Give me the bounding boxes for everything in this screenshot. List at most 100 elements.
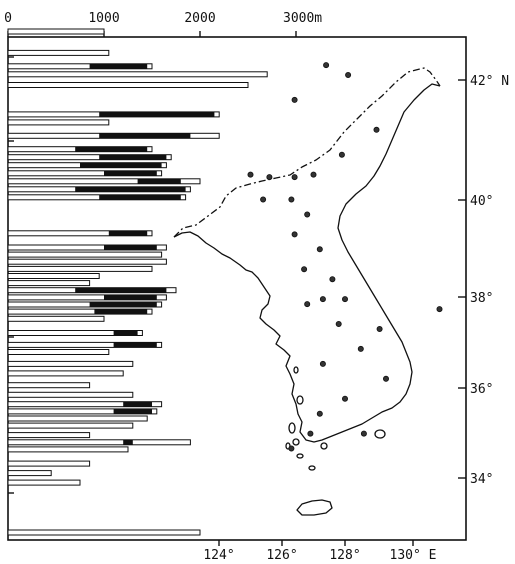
longitude-tick-128: 128°	[329, 540, 361, 563]
peninsula-coastline	[173, 83, 441, 443]
elevation-bar	[7, 330, 143, 336]
island	[320, 442, 328, 450]
korea-map	[173, 67, 441, 516]
station-dot	[310, 171, 317, 178]
station-dot	[291, 96, 298, 103]
station-dot	[373, 126, 380, 133]
elevation-bar	[7, 382, 91, 389]
elevation-bar	[7, 265, 153, 272]
island	[292, 438, 300, 446]
elevation-bar	[7, 401, 163, 408]
elevation-bar	[7, 280, 91, 287]
elevation-bar	[7, 308, 153, 315]
elevation-bar-dark-segment	[113, 408, 152, 414]
longitude-label: 128°	[329, 548, 360, 563]
elevation-bar	[7, 230, 153, 237]
elevation-bar	[7, 170, 163, 177]
elevation-bar-dark-segment	[75, 287, 167, 293]
station-dot	[319, 360, 326, 367]
station-dot	[304, 301, 311, 308]
elevation-bar	[7, 341, 163, 348]
station-markers	[247, 62, 443, 452]
station-dot	[335, 320, 342, 327]
elevation-tick-label: 0	[4, 11, 12, 26]
station-dot	[376, 325, 383, 332]
longitude-tick-130: 130° E	[390, 540, 436, 563]
elevation-tick-label: 2000	[184, 11, 215, 26]
station-dot	[329, 276, 336, 283]
elevation-bar-dark-segment	[123, 401, 152, 407]
latitude-tick-42: 42° N	[458, 74, 509, 89]
elevation-bar	[7, 258, 167, 265]
station-dot	[301, 266, 308, 273]
station-dot	[341, 296, 348, 303]
station-dot	[338, 151, 345, 158]
elevation-bar-dark-segment	[89, 302, 157, 307]
elevation-bar	[7, 349, 110, 355]
latitude-tick-40: 40°	[458, 194, 493, 209]
elevation-bar-dark-segment	[99, 133, 191, 139]
elevation-bar	[7, 315, 105, 322]
elevation-tick-3000: 3000m	[283, 11, 322, 37]
longitude-tick-126: 126°	[266, 540, 298, 563]
elevation-bar-dark-segment	[108, 230, 148, 236]
elevation-bar-dark-segment	[113, 342, 157, 348]
latitude-tick-34: 34°	[458, 472, 493, 487]
elevation-bar-dark-segment	[113, 330, 138, 336]
elevation-bar	[7, 194, 187, 201]
station-dot	[288, 445, 295, 452]
station-dot	[247, 171, 254, 178]
station-dot	[316, 410, 323, 417]
elevation-bar	[7, 154, 172, 161]
longitude-axis: 124° 126° 128° 130° E	[203, 540, 436, 563]
elevation-tick-label: 1000	[88, 11, 119, 26]
elevation-bar	[7, 529, 201, 536]
longitude-label: 126°	[266, 548, 297, 563]
elevation-bar	[7, 370, 124, 377]
elevation-bar	[7, 446, 129, 453]
latitude-label: 42° N	[470, 74, 509, 89]
elevation-bar	[7, 49, 110, 56]
elevation-bar-dark-segment	[137, 178, 181, 184]
station-dot	[260, 196, 267, 203]
elevation-bar	[7, 82, 249, 88]
station-dot	[288, 196, 295, 203]
elevation-bar-dark-segment	[75, 146, 148, 152]
latitude-label: 34°	[470, 472, 493, 487]
station-dot	[357, 345, 364, 352]
station-dot	[307, 430, 314, 437]
elevation-bar	[7, 422, 134, 429]
elevation-bar-dark-segment	[123, 439, 133, 445]
elevation-bar	[7, 71, 268, 78]
elevation-bar	[7, 360, 134, 367]
elevation-bar	[7, 415, 148, 422]
jeju-island	[296, 499, 333, 516]
elevation-bar-dark-segment	[94, 309, 148, 315]
island	[374, 429, 386, 439]
elevation-bar	[7, 273, 100, 279]
elevation-bar-dark-segment	[80, 162, 162, 168]
elevation-bar	[7, 244, 167, 251]
station-dot	[316, 246, 323, 253]
island	[288, 422, 296, 434]
longitude-tick-124: 124°	[203, 540, 235, 563]
elevation-bar	[7, 391, 134, 398]
elevation-bar-dark-segment	[104, 294, 157, 300]
elevation-bar	[7, 479, 81, 486]
elevation-bar	[7, 439, 191, 446]
station-dot	[323, 62, 330, 69]
latitude-label: 40°	[470, 194, 493, 209]
island	[293, 366, 299, 374]
elevation-tick-2000: 2000	[184, 11, 216, 37]
latitude-tick-38: 38°	[458, 291, 493, 306]
elevation-bar	[7, 432, 91, 439]
latitude-label: 38°	[470, 291, 493, 306]
island	[296, 453, 304, 459]
station-dot	[266, 174, 273, 181]
island	[296, 395, 304, 405]
elevation-bar	[7, 28, 105, 35]
elevation-bar-dark-segment	[104, 170, 157, 176]
station-dot	[436, 306, 443, 313]
station-dot	[341, 395, 348, 402]
